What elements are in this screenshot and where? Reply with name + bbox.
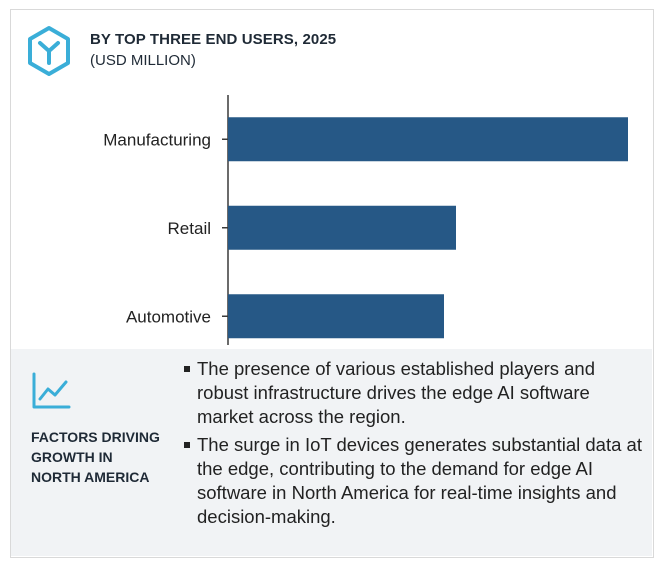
bar [228, 205, 456, 250]
bar-chart: Manufacturing Retail Automotive [103, 95, 628, 345]
list-item: The surge in IoT devices generates subst… [183, 433, 643, 529]
bar [228, 117, 628, 162]
bullet-text: The presence of various established play… [197, 358, 595, 427]
category-label: Manufacturing [103, 130, 211, 149]
line-trend-icon [32, 372, 71, 409]
chart-title: BY TOP THREE END USERS, 2025 [90, 31, 337, 48]
category-label: Retail [168, 219, 211, 238]
factors-panel [11, 349, 652, 556]
chart-subtitle: (USD MILLION) [90, 52, 196, 69]
category-label: Automotive [126, 307, 211, 326]
factors-heading: FACTORS DRIVING GROWTH IN NORTH AMERICA [31, 429, 160, 485]
list-item: The presence of various established play… [183, 357, 643, 429]
bullet-icon [184, 442, 190, 448]
factors-list: The presence of various established play… [183, 357, 643, 533]
hexagon-y-logo-icon [28, 26, 70, 76]
bar [228, 294, 444, 339]
bullet-icon [184, 366, 190, 372]
bullet-text: The surge in IoT devices generates subst… [197, 434, 642, 527]
